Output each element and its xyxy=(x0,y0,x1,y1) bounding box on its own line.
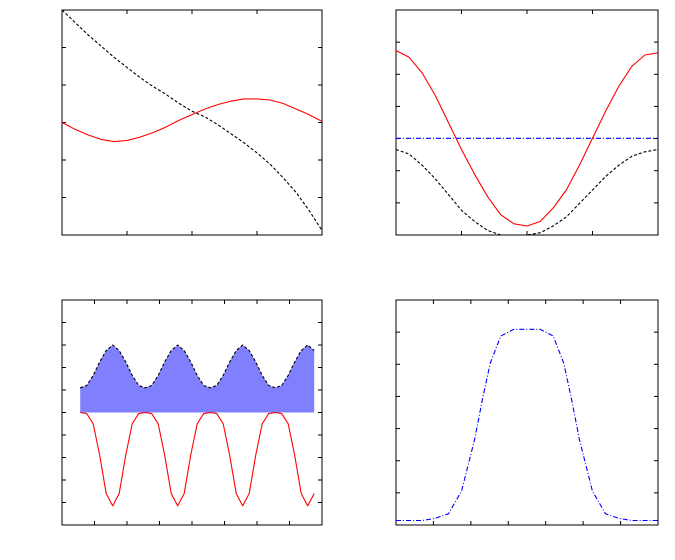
panel-top-left xyxy=(61,9,323,236)
panel-bottom-left xyxy=(61,299,323,526)
axes-frame xyxy=(395,299,659,526)
series-0-line xyxy=(395,50,659,227)
series-1-line xyxy=(395,148,659,236)
axes-frame xyxy=(395,9,659,236)
series-0-line xyxy=(61,9,323,231)
series-1-line xyxy=(61,98,323,143)
series-0-fill-area xyxy=(80,345,315,413)
series-0-line xyxy=(396,328,658,522)
axes-frame xyxy=(61,9,323,236)
series-1-line xyxy=(80,411,315,507)
panel-top-right xyxy=(395,9,659,236)
panel-bottom-right xyxy=(395,299,659,526)
